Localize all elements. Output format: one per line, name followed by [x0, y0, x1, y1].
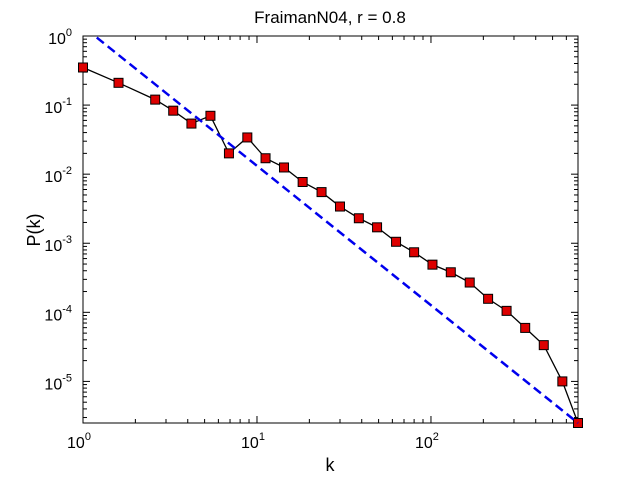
data-point-marker [427, 259, 438, 270]
series-layer [78, 36, 583, 428]
x-axis-label: k [326, 455, 336, 475]
y-tick-label: 10-4 [44, 303, 72, 324]
data-point-marker [409, 247, 420, 258]
data-point-marker [78, 62, 88, 73]
y-tick-label: 10-5 [44, 372, 72, 393]
x-tick-label: 101 [241, 431, 265, 452]
data-point-marker [334, 201, 345, 212]
y-tick-label: 10-2 [44, 165, 72, 186]
data-point-marker [353, 213, 364, 224]
data-point-marker [372, 222, 383, 233]
x-tick-label: 102 [415, 431, 439, 452]
chart-title: FraimanN04, r = 0.8 [254, 8, 406, 27]
y-tick-label: 100 [48, 27, 72, 48]
data-point-marker [223, 148, 234, 159]
data-point-marker [316, 187, 327, 198]
data-point-marker [538, 340, 549, 351]
data-point-marker [150, 94, 161, 105]
power-law-fit-line [95, 36, 579, 424]
data-point-marker [168, 105, 179, 116]
y-axis: 100 10-1 10-2 10-3 10-4 10-5 [44, 27, 578, 419]
data-point-marker [297, 177, 308, 188]
data-point-marker [113, 77, 124, 88]
y-tick-label: 10-1 [44, 96, 72, 117]
data-point-marker [391, 236, 402, 247]
data-point-marker [464, 277, 475, 288]
data-point-marker [520, 322, 531, 333]
data-point-marker [279, 162, 290, 173]
y-axis-label: P(k) [24, 214, 44, 247]
data-point-marker [501, 305, 512, 316]
data-point-marker [445, 267, 456, 278]
data-point-marker [242, 132, 253, 143]
y-tick-label: 10-3 [44, 234, 72, 255]
data-point-marker [260, 153, 271, 164]
x-axis: 100 101 102 [67, 36, 579, 452]
data-point-marker [557, 376, 568, 387]
data-point-marker [483, 293, 494, 304]
x-tick-label: 100 [67, 431, 91, 452]
data-point-marker [205, 110, 216, 121]
data-point-marker [186, 118, 197, 129]
